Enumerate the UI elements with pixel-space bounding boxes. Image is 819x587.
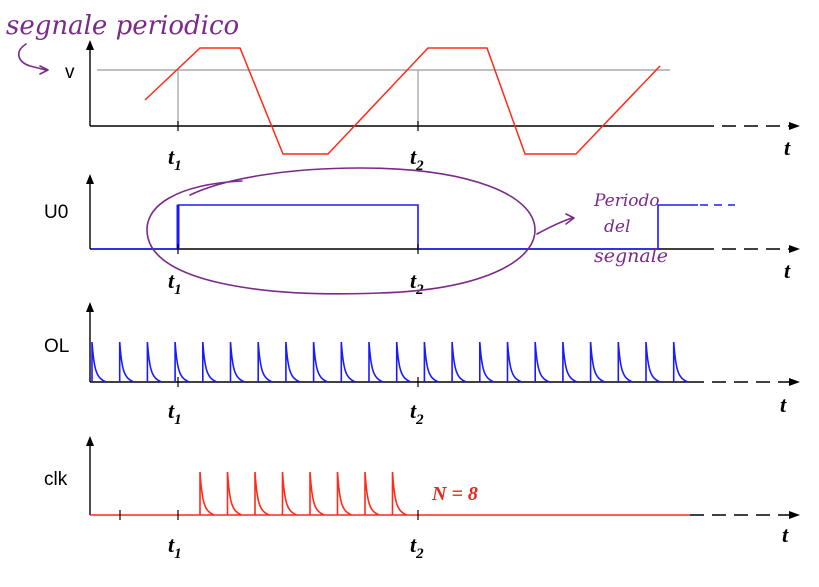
clk-pulse (336, 471, 352, 516)
ol-pulse (589, 341, 605, 383)
clk-t2-label: t2 (410, 532, 424, 562)
ol-pulse (645, 341, 661, 383)
ol-pulse (479, 341, 495, 383)
clk-pulse (309, 471, 325, 516)
ol-pulse (562, 341, 578, 383)
handwritten-note-line-1: Periodo (593, 191, 660, 211)
clk-y-arrow (86, 436, 94, 446)
u0-y-arrow (86, 174, 94, 184)
clk-x-arrow (789, 511, 800, 519)
ol-pulse (312, 341, 328, 383)
panel-u0: U0 t1 t2 t (44, 174, 800, 298)
panel-ol: OL t1 t2 t (44, 302, 800, 428)
handwritten-annotations: segnale periodico Periodo del segnale (6, 11, 668, 295)
clk-pulse (199, 471, 215, 516)
ol-y-arrow (86, 302, 94, 312)
ol-pulse (423, 341, 439, 383)
ol-pulse (451, 341, 467, 383)
signal-t2-label: t2 (410, 144, 424, 174)
signal-t1-label: t1 (168, 144, 182, 174)
ol-pulse (91, 341, 107, 383)
clk-t1-label: t1 (168, 532, 182, 562)
ol-t1-label: t1 (168, 398, 182, 428)
clk-pulse (391, 471, 407, 516)
handwritten-note-line-3: segnale (594, 245, 668, 267)
handwritten-title: segnale periodico (6, 11, 239, 41)
signal-x-label: t (784, 135, 791, 160)
title-pointer-arrow (18, 43, 47, 71)
u0-y-label: U0 (44, 202, 68, 223)
ol-pulse (395, 341, 412, 383)
ol-y-label: OL (44, 336, 69, 357)
handwritten-note-line-2: del (604, 217, 630, 237)
clk-y-label: clk (44, 469, 68, 490)
periodic-signal-wave (144, 47, 661, 155)
clk-pulse (226, 471, 242, 516)
ol-pulse (534, 341, 550, 383)
period-ellipse (146, 167, 536, 295)
ol-pulse (672, 341, 689, 383)
u0-t2-label: t2 (410, 268, 424, 298)
ol-pulse (257, 341, 273, 383)
ol-x-arrow (789, 378, 800, 386)
ol-pulse (506, 341, 522, 383)
ol-pulse (617, 341, 633, 383)
clk-pulse (254, 471, 270, 516)
signal-y-label: v (65, 62, 75, 83)
ol-pulse (340, 341, 356, 383)
clk-count-label: N = 8 (431, 483, 478, 505)
ol-pulse (146, 341, 162, 383)
clk-pulse (281, 471, 297, 516)
clk-pulse (364, 471, 380, 516)
ol-pulse (285, 341, 301, 383)
period-pointer-arrow (536, 217, 573, 235)
signal-y-arrow (86, 40, 94, 50)
ol-pulse (368, 341, 384, 383)
ol-x-label: t (780, 392, 787, 417)
signal-x-arrow (789, 122, 800, 130)
ol-t2-label: t2 (410, 398, 424, 428)
panel-clk: clk N = 8 t1 t2 t (44, 436, 800, 562)
ol-pulse (202, 341, 218, 383)
ol-pulse (229, 341, 245, 383)
clk-x-label: t (782, 522, 789, 547)
ol-pulse (174, 341, 190, 383)
clk-pulse-train (199, 471, 407, 516)
panel-signal: v t1 t2 t (65, 40, 800, 174)
u0-x-arrow (789, 245, 800, 253)
title-pointer-head (39, 65, 49, 75)
u0-x-label: t (784, 258, 791, 283)
u0-t1-label: t1 (168, 268, 182, 298)
ol-pulse (118, 341, 135, 383)
period-pointer-head (565, 213, 575, 225)
ol-pulse-train (91, 341, 689, 383)
